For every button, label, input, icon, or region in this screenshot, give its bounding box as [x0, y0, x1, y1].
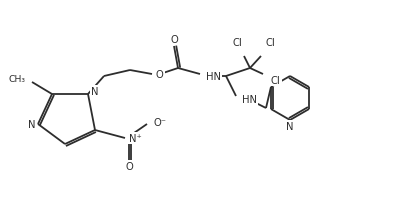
Text: N: N	[91, 87, 99, 97]
Text: N: N	[286, 121, 294, 131]
Text: O⁻: O⁻	[153, 117, 166, 127]
Text: O: O	[156, 70, 164, 80]
Text: O: O	[125, 161, 133, 171]
Text: HN: HN	[242, 95, 257, 104]
Text: Cl: Cl	[271, 76, 281, 86]
Text: Cl: Cl	[232, 38, 242, 48]
Text: O: O	[170, 35, 178, 45]
Text: N: N	[28, 119, 35, 129]
Text: CH₃: CH₃	[8, 75, 25, 84]
Text: HN: HN	[206, 72, 221, 82]
Text: Cl: Cl	[265, 38, 275, 48]
Text: N⁺: N⁺	[129, 133, 142, 143]
